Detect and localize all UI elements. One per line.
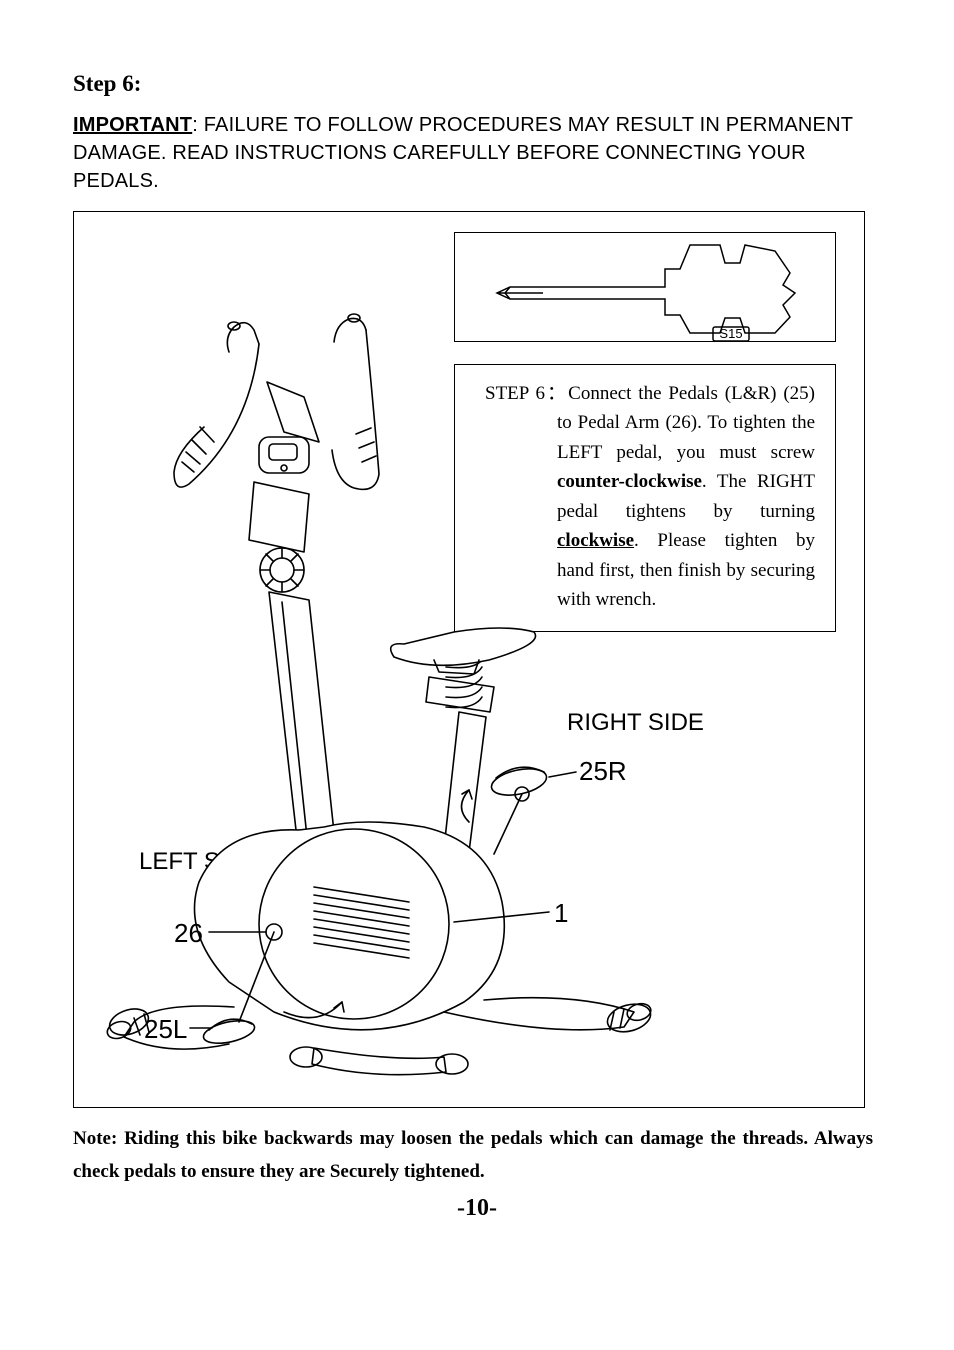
- page-number: -10-: [0, 1195, 954, 1222]
- instr-lead: STEP 6：: [485, 383, 568, 404]
- important-warning: IMPORTANT: FAILURE TO FOLLOW PROCEDURES …: [73, 111, 881, 195]
- instr-ccw: counter-clockwise: [557, 471, 702, 492]
- instruction-box: STEP 6：Connect the Pedals (L&R) (25) to …: [454, 364, 836, 632]
- wrench-icon: S15: [455, 233, 835, 341]
- note-text: Note: Riding this bike backwards may loo…: [73, 1122, 873, 1189]
- step-title: Step 6:: [73, 71, 881, 97]
- label-26: 26: [174, 918, 203, 948]
- instr-line1: Connect the Pedals (L&R) (25) to Pedal A…: [557, 383, 815, 463]
- diagram-frame: S15 STEP 6：Connect the Pedals (L&R) (25)…: [73, 211, 865, 1108]
- label-25l: 25L: [144, 1014, 187, 1044]
- label-25r: 25R: [579, 756, 627, 786]
- label-1: 1: [554, 898, 568, 928]
- bike-diagram: 25R 1 26 25L: [74, 212, 864, 1107]
- left-side-label: LEFT SIDE: [139, 848, 260, 876]
- instr-cw: clockwise: [557, 530, 634, 551]
- important-label: IMPORTANT: [73, 114, 192, 136]
- right-side-label: RIGHT SIDE: [567, 709, 704, 737]
- wrench-part-label: S15: [719, 326, 742, 341]
- wrench-box: S15: [454, 232, 836, 342]
